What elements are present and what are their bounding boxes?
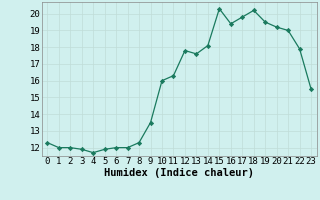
X-axis label: Humidex (Indice chaleur): Humidex (Indice chaleur) [104,168,254,178]
